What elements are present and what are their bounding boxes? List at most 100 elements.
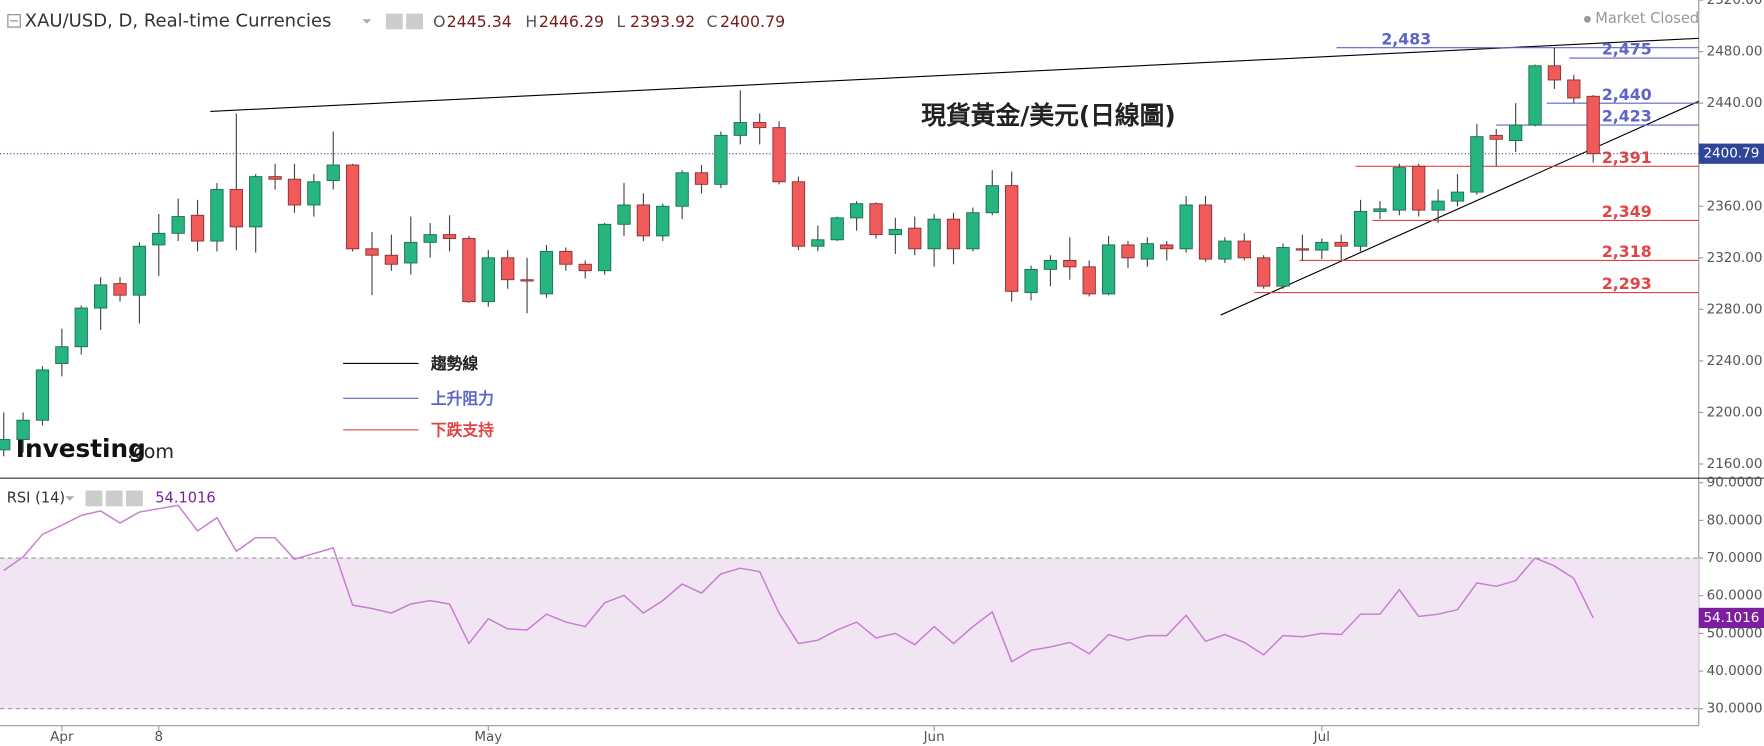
candle-body bbox=[1489, 134, 1503, 140]
candle-body bbox=[1179, 204, 1193, 250]
candle-body bbox=[326, 164, 340, 181]
level-label: 2,423 bbox=[1602, 107, 1652, 126]
remove-icon[interactable] bbox=[126, 490, 143, 507]
settings-icon[interactable] bbox=[105, 490, 123, 507]
level-label: 2,318 bbox=[1602, 242, 1652, 261]
candle-body bbox=[1101, 244, 1116, 295]
x-tick-label: Jul bbox=[1313, 729, 1330, 745]
candle-body bbox=[1005, 185, 1019, 292]
candle-body bbox=[675, 172, 689, 207]
candle-body bbox=[1043, 259, 1058, 270]
candle-body bbox=[152, 232, 166, 246]
candle-body bbox=[1257, 257, 1271, 287]
candle-body bbox=[1509, 124, 1523, 141]
candle-body bbox=[908, 227, 922, 250]
candle-body bbox=[1063, 259, 1077, 268]
dropdown-caret[interactable] bbox=[362, 19, 372, 24]
status-dot bbox=[1584, 15, 1591, 23]
ohlc-label: L bbox=[617, 12, 626, 31]
y-tick-label: 2440.00 bbox=[1707, 95, 1763, 111]
candle-body bbox=[520, 279, 534, 282]
candle-body bbox=[1082, 266, 1096, 295]
chart-title: 現貨黃金/美元(日線圖) bbox=[921, 101, 1175, 130]
rsi-value: 54.1016 bbox=[155, 489, 215, 506]
candle-body bbox=[384, 254, 399, 265]
ohlc-value: 2400.79 bbox=[720, 12, 785, 31]
candle-body bbox=[694, 172, 709, 185]
symbol: XAU/USD, D, Real-time Currencies bbox=[25, 10, 332, 31]
x-tick-label: May bbox=[474, 729, 502, 745]
y-tick-label: 2480.00 bbox=[1707, 44, 1763, 60]
y-tick-label: 2320.00 bbox=[1707, 250, 1763, 266]
candle-body bbox=[888, 229, 903, 236]
legend-label: 上升阻力 bbox=[431, 389, 494, 408]
candle-body bbox=[927, 218, 941, 250]
level-label: 2,483 bbox=[1381, 29, 1431, 48]
visibility-icon[interactable] bbox=[85, 490, 103, 507]
candle-body bbox=[1198, 204, 1213, 260]
candle-body bbox=[0, 439, 11, 451]
candle-body bbox=[249, 176, 263, 228]
candle-body bbox=[1160, 244, 1174, 250]
rsi-band bbox=[0, 558, 1699, 709]
candle-body bbox=[442, 234, 457, 239]
candle-body bbox=[1567, 79, 1581, 99]
candle-body bbox=[16, 419, 30, 440]
candle-body bbox=[423, 234, 437, 243]
settings-icon[interactable] bbox=[406, 13, 423, 30]
candle-body bbox=[1528, 65, 1542, 126]
candle-body bbox=[404, 241, 418, 264]
level-label: 2,293 bbox=[1602, 274, 1652, 293]
level-label: 2,475 bbox=[1602, 40, 1652, 59]
trend-line bbox=[1220, 100, 1699, 316]
candle-body bbox=[1547, 65, 1562, 81]
candle-body bbox=[1315, 241, 1329, 251]
trend-line bbox=[210, 37, 1699, 112]
candle-body bbox=[345, 164, 360, 250]
price-tag-label: 2400.79 bbox=[1703, 146, 1759, 162]
y-tick-label: 2240.00 bbox=[1707, 353, 1763, 369]
ohlc-label: O bbox=[433, 12, 445, 31]
ohlc-label: H bbox=[525, 12, 537, 31]
candle-body bbox=[1431, 200, 1445, 211]
ohlc-value: 2393.92 bbox=[630, 12, 695, 31]
rsi-tag-label: 54.1016 bbox=[1703, 610, 1759, 626]
candle-body bbox=[462, 238, 476, 303]
level-label: 2,391 bbox=[1602, 148, 1652, 167]
candle-body bbox=[171, 216, 185, 234]
y-tick-label: 2200.00 bbox=[1707, 404, 1763, 420]
y-tick-label: 60.0000 bbox=[1707, 588, 1763, 604]
candle-body bbox=[1140, 243, 1154, 260]
candle-body bbox=[966, 212, 980, 250]
candle-body bbox=[74, 307, 88, 348]
candle-body bbox=[365, 248, 379, 256]
candle-body bbox=[772, 127, 786, 183]
price-tag bbox=[1698, 143, 1764, 164]
candle-body bbox=[1334, 241, 1348, 247]
candle-body bbox=[1237, 240, 1251, 259]
candle-body bbox=[481, 257, 495, 303]
y-tick-label: 40.0000 bbox=[1707, 663, 1763, 679]
candle-body bbox=[617, 204, 631, 225]
watermark: .com bbox=[127, 440, 174, 463]
level-label: 2,349 bbox=[1602, 202, 1652, 221]
dropdown-caret[interactable] bbox=[65, 496, 75, 501]
visibility-icon[interactable] bbox=[385, 13, 403, 30]
rsi-line bbox=[3, 504, 1594, 663]
collapse-icon[interactable] bbox=[7, 14, 21, 28]
candle-body bbox=[656, 205, 670, 237]
candle-body bbox=[55, 346, 69, 364]
candle-body bbox=[811, 239, 825, 247]
candle-body bbox=[1392, 167, 1406, 211]
candle-body bbox=[849, 203, 864, 219]
candle-body bbox=[985, 185, 999, 214]
watermark: Investing bbox=[16, 434, 146, 463]
ohlc-value: 2446.29 bbox=[539, 12, 604, 31]
candle-body bbox=[733, 122, 747, 136]
candle-body bbox=[35, 369, 50, 421]
candle-body bbox=[307, 181, 321, 206]
candle-body bbox=[190, 214, 205, 242]
y-tick-label: 50.0000 bbox=[1707, 625, 1763, 641]
